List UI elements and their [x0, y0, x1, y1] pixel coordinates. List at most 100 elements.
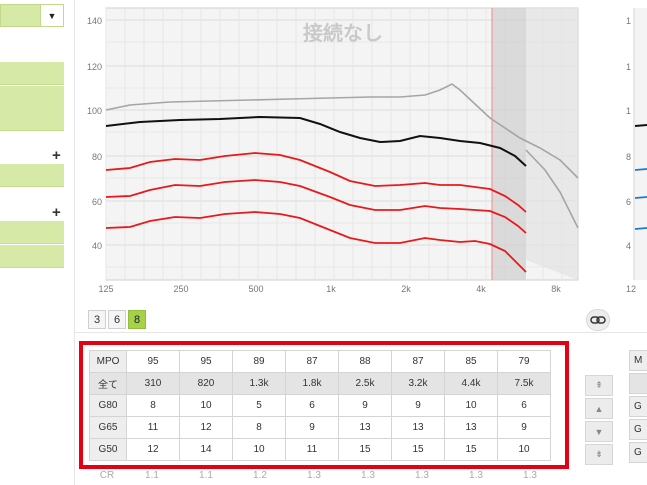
y-tick-label: 140	[87, 16, 102, 26]
channel-option-6[interactable]: 6	[108, 310, 126, 329]
g65-cell-7[interactable]: 13	[444, 416, 498, 439]
y-tick-label: 80	[92, 152, 102, 162]
g50-cell-1[interactable]: 12	[126, 438, 180, 461]
g50-cell-6[interactable]: 15	[391, 438, 445, 461]
right-row-label-3: G	[629, 396, 647, 417]
step-up-button[interactable]: ▲	[585, 398, 613, 419]
mpo-cell-8[interactable]: 79	[497, 350, 551, 373]
table-row-g50: G50 12 14 10 11 15 15 15 10	[89, 438, 551, 461]
row-label-g50: G50	[89, 438, 127, 461]
cr-cell-8[interactable]: 1.3	[523, 470, 537, 481]
right-y-tick-label: 4	[626, 241, 631, 251]
right-row-label-4: G	[629, 419, 647, 440]
right-row-label-2	[629, 373, 647, 394]
right-y-tick-label: 1	[626, 16, 631, 26]
g80-cell-6[interactable]: 9	[391, 394, 445, 417]
shaded-region	[492, 8, 526, 280]
program-dropdown[interactable]: ▼	[0, 4, 64, 27]
g65-cell-8[interactable]: 9	[497, 416, 551, 439]
channel-option-3[interactable]: 3	[88, 310, 106, 329]
right-row-label-5: G	[629, 442, 647, 463]
mpo-cell-3[interactable]: 89	[232, 350, 286, 373]
right-curve-blue-2	[634, 196, 647, 199]
g80-cell-8[interactable]: 6	[497, 394, 551, 417]
x-tick-label: 8k	[551, 284, 561, 294]
y-tick-label: 120	[87, 62, 102, 72]
y-tick-label: 100	[87, 106, 102, 116]
mpo-cell-1[interactable]: 95	[126, 350, 180, 373]
left-item-5[interactable]	[0, 221, 64, 244]
step-down-large-button[interactable]: ⇟	[585, 444, 613, 465]
right-x-tick: 12	[626, 284, 636, 294]
step-down-button[interactable]: ▼	[585, 421, 613, 442]
channel-option-8[interactable]: 8	[128, 310, 146, 329]
left-panel: ▼ + +	[0, 0, 75, 485]
cr-cell-6[interactable]: 1.3	[415, 470, 429, 481]
y-tick-label: 40	[92, 241, 102, 251]
right-row-label-1: M	[629, 350, 647, 371]
highlight-box	[79, 341, 569, 469]
g50-cell-2[interactable]: 14	[179, 438, 233, 461]
x-tick-label: 250	[173, 284, 188, 294]
g65-cell-2[interactable]: 12	[179, 416, 233, 439]
y-tick-label: 60	[92, 197, 102, 207]
curve-mpo	[105, 83, 579, 179]
g65-cell-1[interactable]: 11	[126, 416, 180, 439]
x-tick-label: 4k	[476, 284, 486, 294]
right-y-tick-label: 8	[626, 152, 631, 162]
cr-cell-4[interactable]: 1.3	[307, 470, 321, 481]
left-item-3[interactable]	[0, 108, 64, 131]
right-y-tick-label: 6	[626, 197, 631, 207]
left-item-1[interactable]	[0, 62, 64, 85]
left-item-4[interactable]	[0, 164, 64, 187]
cr-cell-5[interactable]: 1.3	[361, 470, 375, 481]
cr-cell-3[interactable]: 1.2	[253, 470, 267, 481]
freq-cell-4[interactable]: 1.8k	[285, 372, 339, 395]
add-plus-icon-2[interactable]: +	[52, 204, 61, 221]
g50-cell-7[interactable]: 15	[444, 438, 498, 461]
g80-cell-3[interactable]: 5	[232, 394, 286, 417]
right-table-stub: M G G G	[629, 350, 647, 465]
x-tick-label: 125	[98, 284, 113, 294]
link-icon	[590, 316, 606, 324]
left-item-6[interactable]	[0, 245, 64, 268]
curve-mpo-ext	[525, 149, 579, 229]
shaded-region-2	[526, 8, 578, 280]
right-graph-area	[635, 8, 647, 280]
step-up-large-button[interactable]: ⇞	[585, 375, 613, 396]
g80-cell-5[interactable]: 9	[338, 394, 392, 417]
mpo-cell-5[interactable]: 88	[338, 350, 392, 373]
channel-selector: 3 6 8	[88, 310, 148, 329]
right-y-tick-label: 1	[626, 106, 631, 116]
side-step-buttons: ⇞ ▲ ▼ ⇟	[585, 375, 613, 467]
x-tick-label: 2k	[401, 284, 411, 294]
x-tick-label: 500	[248, 284, 263, 294]
cr-cell-1[interactable]: 1.1	[145, 470, 159, 481]
link-toggle-button[interactable]	[586, 309, 610, 331]
g65-cell-4[interactable]: 9	[285, 416, 339, 439]
table-row-g80: G80 8 10 5 6 9 9 10 6	[89, 394, 551, 417]
freq-cell-5[interactable]: 2.5k	[338, 372, 392, 395]
mpo-cell-4[interactable]: 87	[285, 350, 339, 373]
g50-cell-4[interactable]: 11	[285, 438, 339, 461]
g65-cell-6[interactable]: 13	[391, 416, 445, 439]
add-plus-icon[interactable]: +	[52, 147, 61, 164]
g50-cell-5[interactable]: 15	[338, 438, 392, 461]
table-row-frequency: 全て 310 820 1.3k 1.8k 2.5k 3.2k 4.4k 7.5k	[89, 372, 551, 395]
curve-red-g80	[105, 211, 527, 273]
gain-graph[interactable]: 140 120 100 80 60 40 125 250 500 1k 2k 4k 8k 接続なし 1…	[0, 0, 647, 305]
dropdown-arrow-icon[interactable]: ▼	[40, 5, 63, 26]
right-curve-blue-3	[634, 227, 647, 230]
freq-cell-1[interactable]: 310	[126, 372, 180, 395]
g50-cell-3[interactable]: 10	[232, 438, 286, 461]
right-y-tick-label: 1	[626, 62, 631, 72]
cr-cell-2[interactable]: 1.1	[199, 470, 213, 481]
x-tick-label: 1k	[326, 284, 336, 294]
curve-black	[105, 115, 527, 167]
freq-cell-8[interactable]: 7.5k	[497, 372, 551, 395]
cr-cell-7[interactable]: 1.3	[469, 470, 483, 481]
no-connection-text: 接続なし	[303, 21, 383, 45]
g50-cell-8[interactable]: 10	[497, 438, 551, 461]
row-label-cr: CR	[99, 470, 115, 481]
curve-red-g65	[105, 179, 527, 234]
